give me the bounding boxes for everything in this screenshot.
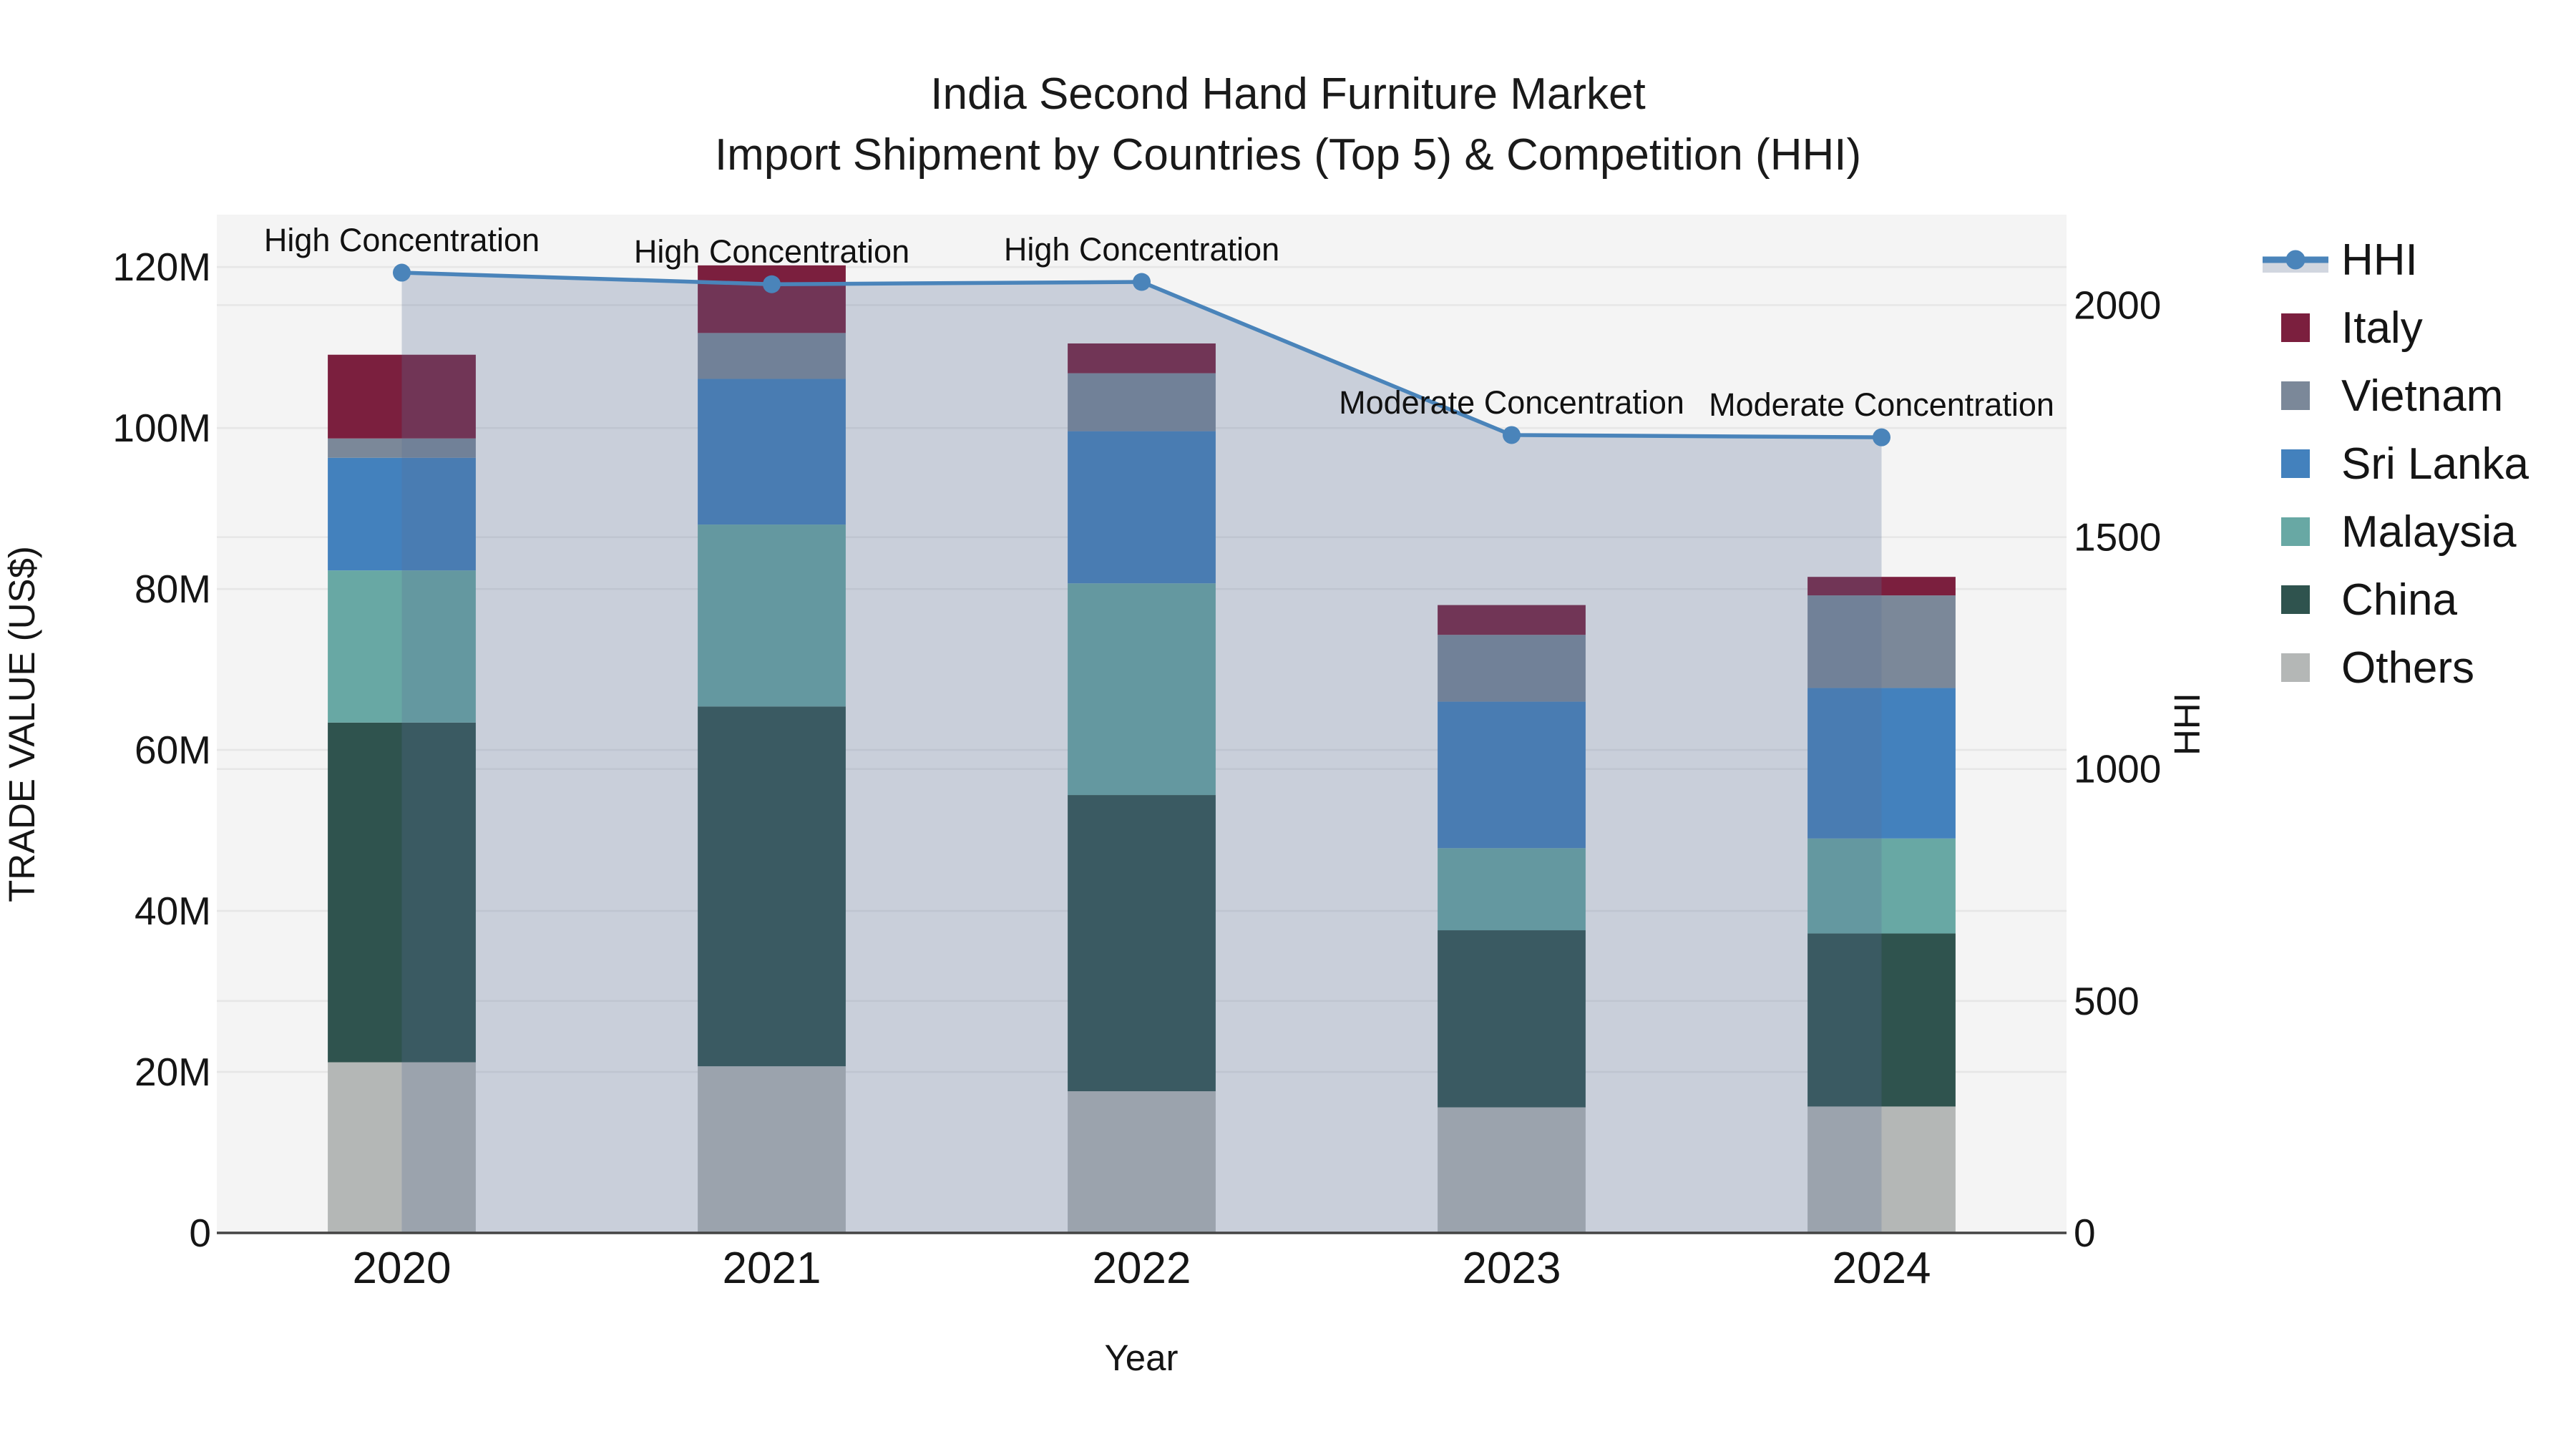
legend-item-others: Others (2281, 643, 2474, 693)
legend-label: China (2341, 575, 2458, 625)
hhi-marker (1503, 426, 1521, 444)
bar-segment-vietnam (328, 438, 476, 458)
y-right-tick-label: 2000 (2074, 283, 2161, 327)
chart-title: India Second Hand Furniture Market (930, 69, 1645, 119)
bar-segment-italy (1807, 577, 1956, 596)
x-tick-label: 2022 (1093, 1244, 1191, 1293)
bar-segment-malaysia (1068, 583, 1216, 796)
hhi-marker (763, 275, 781, 293)
y-right-tick-label: 0 (2074, 1211, 2096, 1255)
bar-segment-sri-lanka (698, 379, 846, 525)
x-tick-label: 2020 (353, 1244, 452, 1293)
bar-segment-vietnam (1438, 635, 1586, 702)
bar-segment-sri-lanka (328, 457, 476, 571)
bar-segment-others (698, 1066, 846, 1233)
chart-subtitle: Import Shipment by Countries (Top 5) & C… (715, 130, 1861, 180)
legend-item-sri-lanka: Sri Lanka (2281, 439, 2529, 489)
annotation: High Concentration (634, 233, 909, 270)
bar-segment-vietnam (1068, 373, 1216, 431)
legend-swatch (2281, 381, 2310, 410)
tick-labels-group: 0 20M 40M 60M 80M 100M 120M 0 500 1000 1500 2000 202… (112, 245, 2161, 1293)
y-left-tick-label: 0 (189, 1211, 211, 1255)
bar-segment-vietnam (698, 333, 846, 379)
legend-label: Italy (2341, 303, 2423, 353)
x-tick-label: 2021 (723, 1244, 821, 1293)
y-left-tick-label: 60M (135, 728, 211, 772)
annotation: Moderate Concentration (1339, 384, 1684, 421)
bar-segment-china (698, 706, 846, 1067)
legend-swatch (2281, 313, 2310, 342)
hhi-line-group (393, 263, 1890, 447)
hhi-marker (393, 263, 411, 282)
y-right-tick-label: 1500 (2074, 515, 2161, 560)
bar-segment-malaysia (328, 570, 476, 723)
bar-segment-china (1438, 930, 1586, 1108)
y-left-tick-label: 120M (112, 245, 211, 289)
legend-item-italy: Italy (2281, 303, 2423, 353)
annotation: High Concentration (1004, 231, 1279, 268)
legend-group: HHI Italy Vietnam Sri Lanka Malaysia China Oth… (2263, 235, 2529, 693)
bar-segment-china (1068, 795, 1216, 1092)
bar-segment-others (1068, 1091, 1216, 1233)
stacked-bars-group (328, 265, 1956, 1233)
bar-segment-sri-lanka (1438, 701, 1586, 849)
hhi-area-group (401, 273, 1882, 1234)
legend-item-vietnam: Vietnam (2281, 371, 2503, 421)
y-left-tick-label: 20M (135, 1050, 211, 1094)
bar-segment-malaysia (1807, 838, 1956, 934)
y-left-tick-label: 40M (135, 889, 211, 933)
legend-label: HHI (2341, 235, 2418, 285)
x-axis-title: Year (1104, 1337, 1178, 1378)
y-left-tick-label: 100M (112, 406, 211, 450)
legend-item-malaysia: Malaysia (2281, 507, 2517, 557)
bar-segment-china (1807, 933, 1956, 1107)
bar-segment-malaysia (1438, 848, 1586, 931)
x-tick-label: 2023 (1463, 1244, 1561, 1293)
legend-item-china: China (2281, 575, 2458, 625)
hhi-marker (1873, 428, 1890, 447)
bar-segment-vietnam (1807, 595, 1956, 688)
y-right-tick-label: 1000 (2074, 747, 2161, 791)
bar-segment-others (328, 1062, 476, 1233)
bar-segment-italy (1438, 605, 1586, 635)
bar-segment-sri-lanka (1807, 688, 1956, 839)
annotations-group: High Concentration High Concentration High… (264, 222, 2054, 423)
bar-segment-sri-lanka (1068, 431, 1216, 584)
bar-segment-china (328, 722, 476, 1063)
legend-swatch (2281, 517, 2310, 546)
annotation: Moderate Concentration (1709, 386, 2054, 423)
legend-label: Sri Lanka (2341, 439, 2529, 489)
legend-swatch (2281, 449, 2310, 478)
legend-swatch (2281, 585, 2310, 614)
legend-swatch (2281, 653, 2310, 682)
legend-label: Vietnam (2341, 371, 2503, 421)
hhi-marker (1133, 273, 1151, 291)
y-left-tick-label: 80M (135, 567, 211, 611)
legend-hhi-marker (2285, 250, 2306, 270)
bar-segment-others (1807, 1106, 1956, 1233)
bar-segment-italy (328, 354, 476, 439)
y-right-axis-title: HHI (2167, 693, 2207, 756)
bar-segment-others (1438, 1107, 1586, 1233)
hhi-area (401, 273, 1882, 1234)
legend-item-hhi: HHI (2263, 235, 2418, 285)
bar-segment-malaysia (698, 525, 846, 707)
y-left-axis-title: TRADE VALUE (US$) (1, 546, 42, 902)
legend-label: Others (2341, 643, 2474, 693)
annotation: High Concentration (264, 222, 540, 258)
bar-segment-italy (1068, 343, 1216, 374)
y-right-tick-label: 500 (2074, 979, 2140, 1023)
x-tick-label: 2024 (1833, 1244, 1931, 1293)
legend-label: Malaysia (2341, 507, 2517, 557)
